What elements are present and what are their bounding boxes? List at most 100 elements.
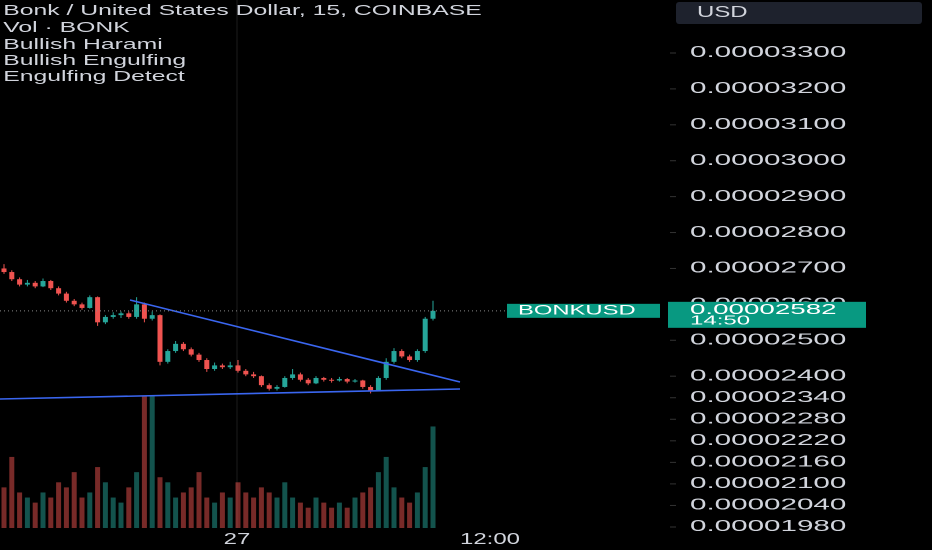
candle-body	[180, 343, 186, 350]
y-tick-label: 0.00002160	[690, 452, 846, 470]
y-tick-label: 0.00002220	[690, 431, 846, 449]
candle-body	[243, 370, 249, 375]
price-axis: 0.00003300 0.00003200 0.00003100 0.00003000…	[670, 43, 846, 535]
volume-bar	[297, 502, 303, 528]
y-tick-label: 0.00003300	[690, 43, 846, 61]
indicator: Engulfing Detect	[3, 68, 185, 85]
candle-body	[196, 354, 202, 361]
volume-bar	[24, 497, 30, 528]
volume-bar	[102, 482, 108, 528]
y-tick-label: 0.00002900	[690, 187, 846, 205]
y-tick-label: 0.00002400	[690, 366, 846, 384]
volume-bar	[48, 497, 54, 528]
y-tick-label: 0.00002500	[690, 330, 846, 348]
currency-button[interactable]	[676, 2, 922, 24]
volume-bar	[157, 477, 163, 528]
y-tick-label: 0.00002280	[690, 409, 846, 427]
y-tick-label: 0.00003100	[690, 115, 846, 133]
volume-bar	[383, 456, 389, 528]
indicator: Bullish Harami	[3, 36, 162, 53]
volume-bar	[313, 497, 319, 528]
volume-bar	[196, 472, 202, 528]
symbol-tag	[507, 303, 660, 318]
candle-body	[313, 377, 319, 384]
volume-bar	[282, 482, 288, 528]
volume-bar	[188, 487, 194, 528]
trend-line	[0, 388, 461, 400]
volume-bar	[227, 497, 233, 528]
candle-body	[422, 318, 428, 352]
volume-bar	[251, 497, 257, 528]
candle-body	[290, 374, 296, 378]
volume-bar	[17, 492, 23, 528]
plot	[1, 264, 436, 528]
candle-body	[368, 386, 374, 391]
candle-body	[375, 377, 381, 391]
candle-body	[118, 313, 124, 316]
candle-body	[274, 386, 280, 389]
candle-body	[95, 297, 101, 323]
candle-body	[297, 374, 303, 380]
volume-bar	[180, 492, 186, 528]
volume-bar	[258, 487, 264, 528]
y-tick-label: 0.00002100	[690, 474, 846, 492]
volume-bar	[399, 497, 405, 528]
chart-title: Bonk / United States Dollar, 15, COINBAS…	[3, 2, 481, 19]
candle-body	[407, 356, 413, 361]
candle-body	[352, 380, 358, 382]
candle-body	[173, 343, 179, 352]
volume-bar	[1, 487, 7, 528]
volume-bar	[9, 456, 15, 528]
countdown: 14:50	[690, 314, 750, 328]
volume-bar	[368, 487, 374, 528]
candle-body	[71, 300, 77, 305]
volume-bar	[243, 492, 249, 528]
candle-body	[9, 272, 15, 280]
volume-bar	[290, 497, 296, 528]
volume-bar	[87, 492, 93, 528]
candle-body	[48, 281, 54, 289]
candle-body	[251, 374, 257, 377]
candle-body	[383, 361, 389, 378]
candle-body	[63, 293, 69, 301]
volume-bar	[407, 502, 413, 528]
candle-body	[235, 365, 241, 371]
last-price-label: 0.00002582	[690, 300, 837, 317]
candle-body	[24, 282, 30, 285]
volume-bar	[165, 482, 171, 528]
candle-body	[258, 376, 264, 386]
candle-body	[336, 379, 342, 381]
volume-bar	[40, 492, 46, 528]
candle-body	[17, 279, 23, 285]
currency[interactable]: USD	[697, 4, 748, 21]
candle-body	[329, 379, 335, 381]
y-tick-label: 0.00002800	[690, 223, 846, 241]
symbol-label: BONKUSD	[518, 302, 636, 318]
volume-bar	[126, 487, 132, 528]
volume-bar	[110, 497, 116, 528]
indicator: Bullish Engulfing	[3, 52, 186, 69]
y-tick-label: 0.00003200	[690, 79, 846, 97]
candle-body	[32, 282, 38, 287]
candle-body	[212, 365, 218, 369]
volume-bar	[414, 492, 420, 528]
candle-body	[157, 315, 163, 362]
candle-body	[227, 365, 233, 368]
volume-bar	[360, 492, 366, 528]
volume-bar	[305, 507, 311, 528]
indicator: Vol · BONK	[3, 19, 130, 36]
y-tick-label: 0.00001980	[690, 517, 846, 535]
volume-bar	[32, 502, 38, 528]
volume-bar	[212, 502, 218, 528]
volume-bar	[56, 482, 62, 528]
volume-bar	[329, 507, 335, 528]
volume-bar	[430, 426, 436, 528]
candle-body	[414, 351, 420, 361]
candle-body	[79, 304, 85, 308]
candle-body	[344, 379, 350, 382]
volume-bar	[321, 502, 327, 528]
y-tick-label: 0.00002700	[690, 259, 846, 277]
volume-bar	[422, 467, 428, 528]
trend-line	[129, 299, 461, 383]
